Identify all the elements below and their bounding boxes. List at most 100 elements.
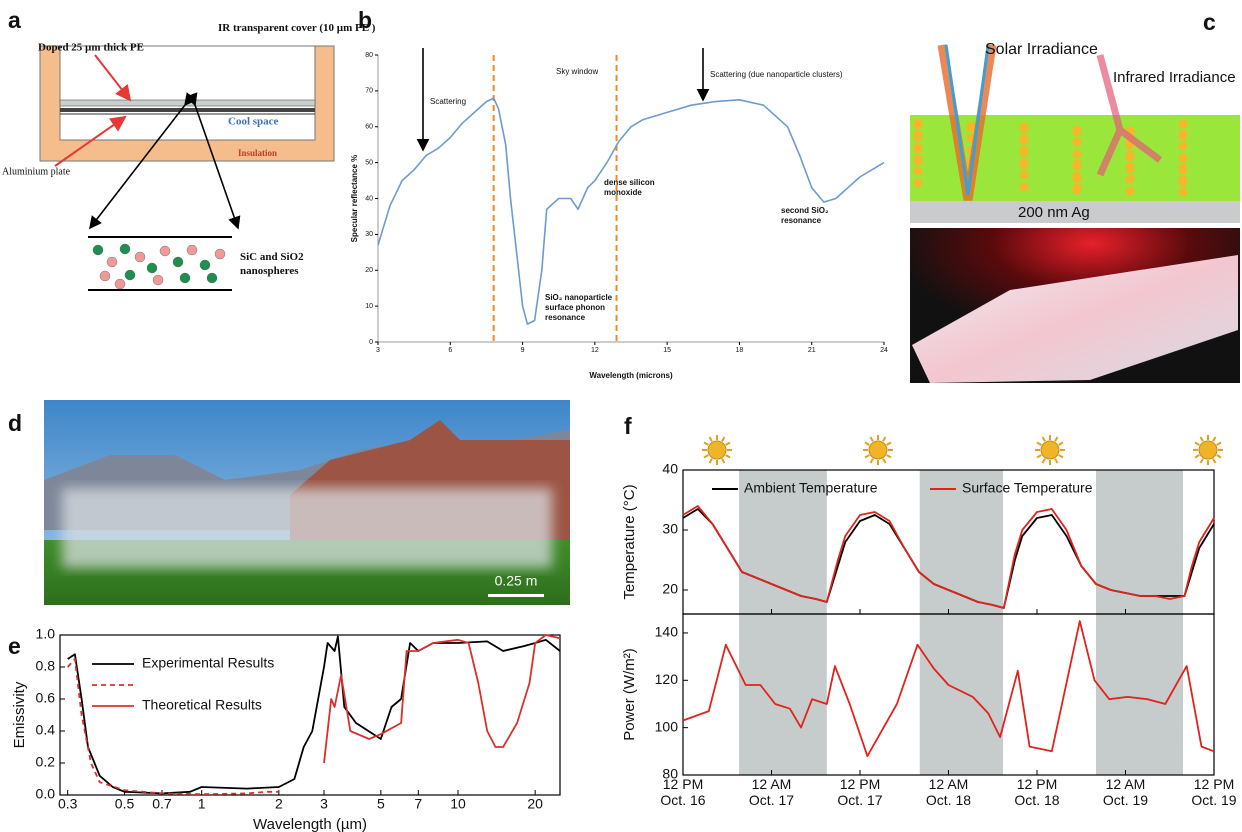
panel-label: e <box>8 633 21 659</box>
tick-label: 5 <box>377 796 385 812</box>
particle <box>913 144 923 154</box>
annotation-line: resonance <box>545 313 586 322</box>
tick-label: 10 <box>365 303 373 310</box>
tick-label: 18 <box>736 347 744 354</box>
film-render <box>912 255 1238 383</box>
tick-label: 10 <box>450 796 466 812</box>
nanosphere <box>106 256 118 268</box>
tick-label: 3 <box>320 796 328 812</box>
particle <box>1125 186 1135 196</box>
label: Solar Irradiance <box>985 41 1098 58</box>
annotation: second SiO₂ resonance <box>781 206 829 225</box>
sun-icon <box>868 440 888 460</box>
panel-label: b <box>358 7 372 33</box>
tick-label: 40 <box>365 195 373 202</box>
label: Insulation <box>238 148 277 158</box>
panel-label: d <box>8 410 22 436</box>
tick-label: 50 <box>365 159 373 166</box>
sun-ray <box>721 436 726 442</box>
tick-label: 12 <box>591 347 599 354</box>
tick-label: 30 <box>662 521 678 537</box>
annotation-line: Scattering <box>430 97 466 106</box>
tick-label: 80 <box>365 52 373 59</box>
label: nanospheres <box>240 265 299 277</box>
tick-label: 0 <box>369 339 373 346</box>
tick-label-line: Oct. 18 <box>1014 792 1059 808</box>
tick-label-line: Oct. 17 <box>837 792 882 808</box>
tick-label: 7 <box>414 796 422 812</box>
annotation-line: surface phonon <box>545 303 605 312</box>
sun-ray <box>721 458 726 464</box>
panel-label: f <box>624 413 632 439</box>
particle <box>1178 177 1188 187</box>
legend-label: Experimental Results <box>142 655 274 671</box>
sun-ray <box>1041 458 1046 464</box>
nanosphere <box>92 244 104 256</box>
sun-ray <box>1058 441 1064 446</box>
moon-icon <box>778 440 788 460</box>
scale-label: 0.25 m <box>495 573 538 589</box>
sun-ray <box>1054 458 1059 464</box>
tick-label-line: Oct. 18 <box>926 792 971 808</box>
data-line <box>682 505 1215 609</box>
tick-label: 70 <box>365 88 373 95</box>
sun-ray <box>864 454 870 459</box>
x-axis-label: Wavelength (µm) <box>253 816 367 832</box>
night-band <box>919 470 1004 775</box>
nanosphere <box>114 278 126 290</box>
aluminium-plate <box>60 108 315 112</box>
tick-label: 0.6 <box>36 690 56 706</box>
particle <box>1178 165 1188 175</box>
solar-beam <box>937 44 997 201</box>
nanosphere <box>119 243 131 255</box>
annotation-line: second SiO₂ <box>781 206 829 215</box>
sun-ray <box>1194 454 1200 459</box>
y-axis-label: Specular reflectance % <box>350 155 359 243</box>
sun-ray <box>886 454 892 459</box>
label: SiC and SiO2 nanospheres <box>240 251 306 277</box>
particle <box>1072 137 1082 147</box>
sun-ray <box>1212 436 1217 442</box>
particle <box>1178 141 1188 151</box>
x-tick-label: 12 PM Oct. 16 <box>660 776 705 808</box>
sun-ray <box>725 441 731 446</box>
film-sheet <box>62 488 552 568</box>
tick-label: 0.0 <box>36 786 56 802</box>
particle <box>1178 153 1188 163</box>
nanosphere <box>159 245 171 257</box>
tick-label-line: 12 AM <box>929 776 969 792</box>
sun-icon <box>1040 440 1060 460</box>
tick-label: 0.4 <box>36 722 56 738</box>
particle <box>1125 174 1135 184</box>
tick-label-line: 12 AM <box>752 776 792 792</box>
sun-icon <box>1198 440 1218 460</box>
tick-label: 80 <box>662 766 678 782</box>
data-line <box>67 658 279 796</box>
annotation: SiO₂ nanoparticle surface phonon resonance <box>545 293 613 322</box>
tick-label: 60 <box>365 124 373 131</box>
particle <box>1072 185 1082 195</box>
sun-ray <box>869 458 874 464</box>
sun-ray <box>703 454 709 459</box>
label: Doped 25 µm thick PE <box>38 42 144 54</box>
data-line <box>323 634 561 764</box>
particle <box>1019 160 1029 170</box>
label: Infrared Irradiance <box>1113 69 1236 86</box>
annotation-line: Sky window <box>556 67 598 76</box>
scale-bar <box>488 594 544 597</box>
y-axis-label: Temperature (°C) <box>621 484 638 599</box>
sun-ray <box>1058 454 1064 459</box>
particle <box>913 120 923 130</box>
tick-label: 0.2 <box>36 754 56 770</box>
particle <box>1072 173 1082 183</box>
legend-label: Theoretical Results <box>142 697 262 713</box>
sun-ray <box>1194 441 1200 446</box>
sun-ray <box>886 441 892 446</box>
particle <box>1072 127 1082 137</box>
sun-ray <box>1216 454 1222 459</box>
annotation-line: SiO₂ nanoparticle <box>545 293 613 302</box>
tick-label: 100 <box>655 718 679 734</box>
nanosphere <box>206 272 218 284</box>
data-line <box>682 620 1215 757</box>
